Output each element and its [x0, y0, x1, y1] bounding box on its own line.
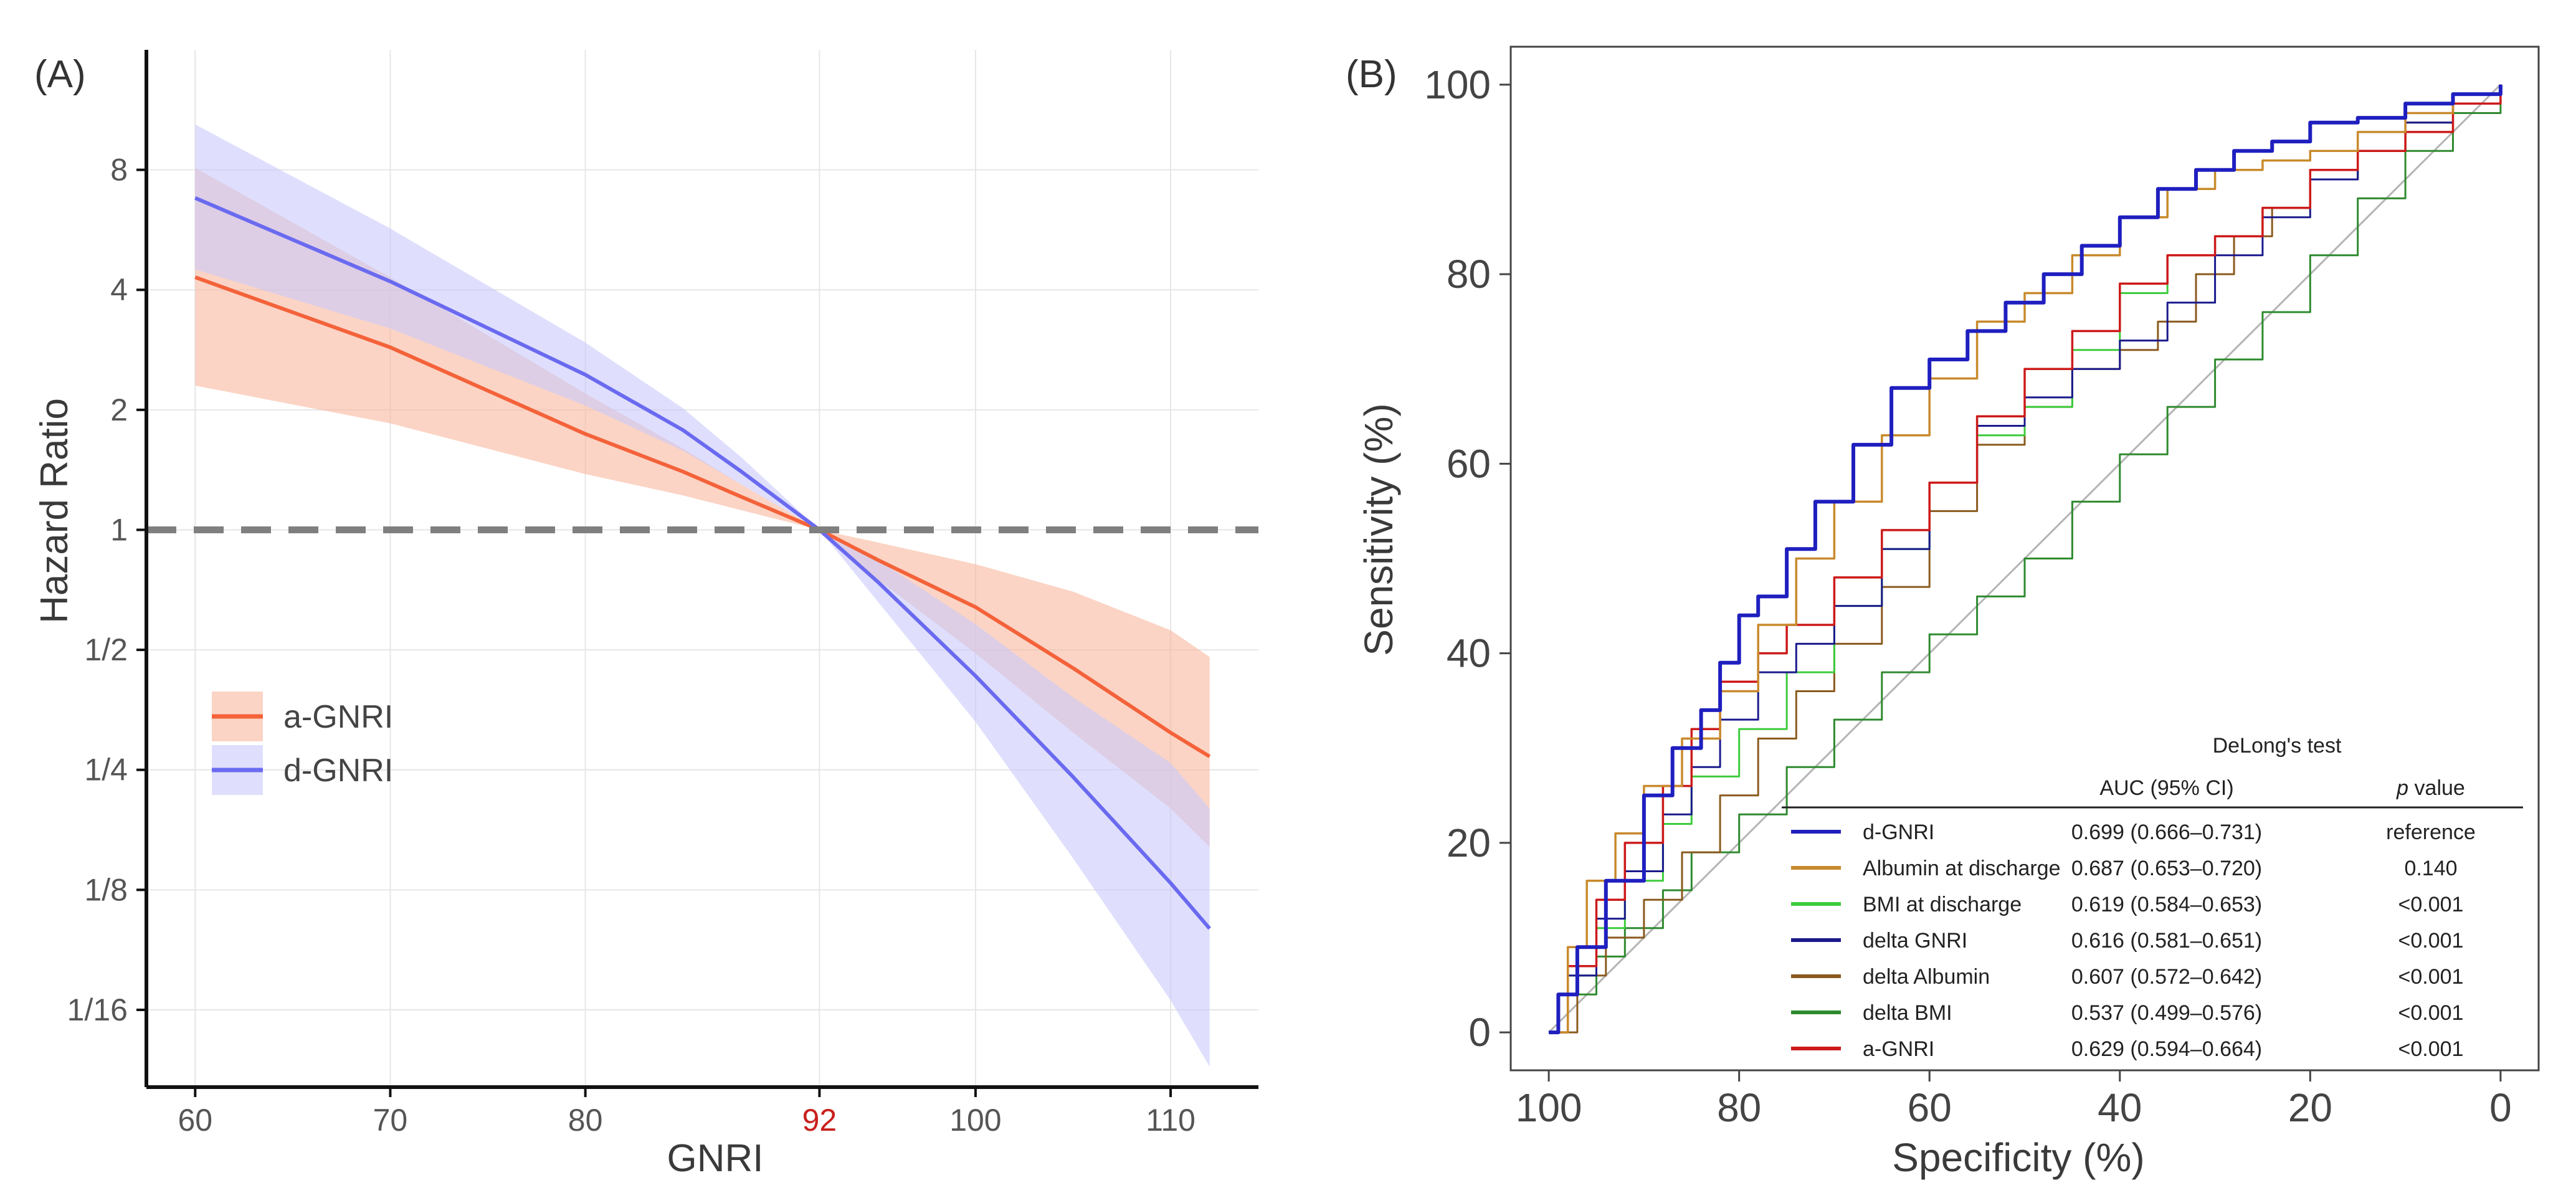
row-auc: 0.616 (0.581–0.651) [2071, 929, 2262, 953]
x-tick-label: 80 [1717, 1085, 1761, 1130]
row-p-value: <0.001 [2398, 1001, 2464, 1025]
row-name: delta BMI [1863, 1001, 1952, 1025]
p-header-italic: p [2396, 776, 2408, 800]
roc-curve-a-GNRI [1549, 84, 2502, 1034]
y-tick-label: 60 [1447, 441, 1491, 486]
delong-table-title: DeLong's test [2213, 734, 2342, 758]
row-auc: 0.687 (0.653–0.720) [2071, 857, 2262, 880]
panel-a-y-axis-label: Hazard Ratio [33, 398, 76, 624]
panel-a-hazard-ratio-chart: (A) 60 70 80 92 100 110 8 4 2 1 1/2 1/4 1/8 1/16 GNRI… [33, 50, 1258, 1180]
delong-table-row: delta GNRI 0.616 (0.581–0.651) <0.001 [1791, 929, 2463, 953]
delong-table-row: d-GNRI 0.699 (0.666–0.731) reference [1791, 820, 2476, 844]
x-tick-label: 20 [2288, 1085, 2332, 1130]
x-tick-label: 80 [568, 1103, 603, 1138]
row-name: delta GNRI [1863, 929, 1967, 953]
y-tick-label: 1/4 [84, 753, 128, 787]
row-name: d-GNRI [1863, 820, 1934, 844]
delong-test-table: DeLong's test AUC (95% CI) p value d-GNR… [1782, 734, 2523, 1061]
panel-a-tick-labels: 60 70 80 92 100 110 8 4 2 1 1/2 1/4 1/8 1/16 [67, 153, 1195, 1138]
y-tick-label: 1/2 [84, 632, 128, 667]
delong-table-row: Albumin at discharge 0.687 (0.653–0.720) 0… [1791, 857, 2458, 880]
y-tick-label: 1/16 [67, 992, 128, 1027]
delong-p-header: p value [2396, 776, 2465, 800]
x-tick-label: 100 [949, 1103, 1001, 1138]
delong-auc-header: AUC (95% CI) [2099, 776, 2233, 800]
panel-a-axes [145, 50, 1258, 1089]
x-tick-label: 0 [2489, 1085, 2512, 1130]
delong-table-rows: d-GNRI 0.699 (0.666–0.731) reference Albumi… [1791, 820, 2476, 1061]
x-tick-label: 60 [178, 1103, 212, 1138]
delong-table-row: BMI at discharge 0.619 (0.584–0.653) <0.00… [1791, 893, 2463, 916]
row-auc: 0.537 (0.499–0.576) [2071, 1001, 2262, 1025]
p-header-suffix: value [2408, 776, 2465, 800]
x-tick-label: 40 [2098, 1085, 2142, 1130]
y-tick-label: 0 [1468, 1010, 1491, 1055]
row-auc: 0.607 (0.572–0.642) [2071, 965, 2262, 989]
x-tick-label: 60 [1908, 1085, 1952, 1130]
row-auc: 0.699 (0.666–0.731) [2071, 820, 2262, 844]
row-p-value: 0.140 [2404, 857, 2457, 880]
band-d-GNRI [195, 124, 1210, 1067]
row-name: BMI at discharge [1863, 893, 2022, 916]
panel-b-roc-curves [1549, 84, 2502, 1035]
y-tick-label: 20 [1447, 820, 1491, 865]
legend-label: d-GNRI [283, 753, 393, 789]
roc-curve-delta BMI [1549, 84, 2502, 1034]
y-tick-label: 100 [1424, 62, 1491, 107]
y-tick-label: 80 [1447, 252, 1491, 297]
row-p-value: <0.001 [2398, 965, 2464, 989]
x-tick-label: 92 [802, 1103, 837, 1138]
y-tick-label: 1/8 [84, 872, 128, 907]
legend-label: a-GNRI [283, 699, 393, 735]
panel-b-x-axis-label: Specificity (%) [1892, 1135, 2144, 1180]
row-auc: 0.619 (0.584–0.653) [2071, 893, 2262, 916]
delong-table-row: a-GNRI 0.629 (0.594–0.664) <0.001 [1791, 1037, 2463, 1061]
row-p-value: <0.001 [2398, 893, 2464, 916]
panel-a-confidence-bands [195, 124, 1210, 1067]
y-tick-label: 2 [110, 392, 128, 427]
row-name: Albumin at discharge [1863, 857, 2061, 880]
panel-b-label: (B) [1346, 53, 1397, 96]
panel-b-roc-chart: (B) 100 80 60 40 20 0 0 20 40 60 80 100 Specificity… [1346, 45, 2540, 1180]
row-p-value: <0.001 [2398, 929, 2464, 953]
row-name: delta Albumin [1863, 965, 1990, 989]
row-auc: 0.629 (0.594–0.664) [2071, 1037, 2262, 1061]
row-p-value: <0.001 [2398, 1037, 2464, 1061]
row-p-value: reference [2386, 820, 2476, 844]
y-tick-label: 1 [110, 512, 128, 547]
x-tick-label: 110 [1146, 1103, 1195, 1138]
panel-a-grid [146, 50, 1258, 1087]
y-tick-label: 40 [1447, 631, 1491, 676]
y-tick-label: 4 [110, 272, 128, 307]
x-tick-label: 100 [1516, 1085, 1582, 1130]
row-name: a-GNRI [1863, 1037, 1934, 1061]
delong-table-row: delta BMI 0.537 (0.499–0.576) <0.001 [1791, 1001, 2463, 1025]
panel-b-y-axis-label: Sensitivity (%) [1356, 403, 1401, 655]
panel-a-x-axis-label: GNRI [667, 1137, 764, 1180]
roc-curve-d-GNRI [1549, 84, 2502, 1035]
x-tick-label: 70 [373, 1103, 408, 1138]
y-tick-label: 8 [110, 153, 128, 188]
panel-b-plot-frame [1509, 45, 2540, 1072]
panel-a-legend: a-GNRI d-GNRI [212, 692, 393, 795]
panel-a-label: (A) [34, 53, 86, 96]
panel-b-tick-labels: 100 80 60 40 20 0 0 20 40 60 80 100 [1424, 62, 2511, 1130]
delong-table-row: delta Albumin 0.607 (0.572–0.642) <0.001 [1791, 965, 2463, 989]
